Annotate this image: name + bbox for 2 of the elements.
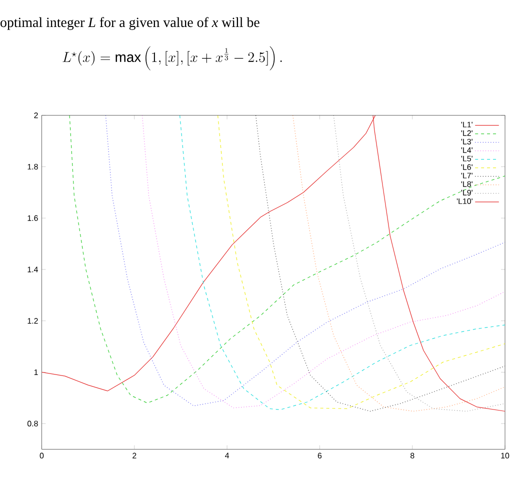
text: optimal integer L for a given value of x will be	[0, 17, 260, 30]
text: $L^\star(x) = \max\left(1, [x], [x+x^{\frac{1}{3}}-2.5]\right).$	[62, 46, 282, 70]
